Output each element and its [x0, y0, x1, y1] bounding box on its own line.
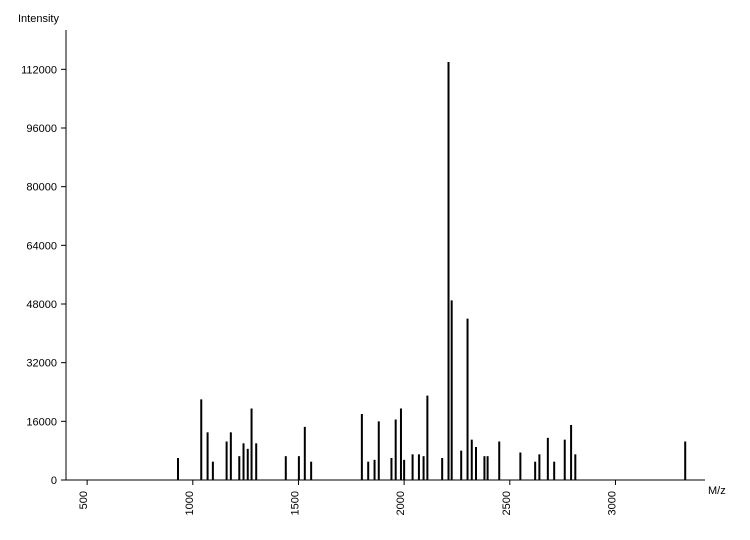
y-tick-label: 112000 — [21, 64, 57, 76]
x-tick-label: 1000 — [184, 491, 196, 515]
y-tick-label: 96000 — [26, 123, 57, 135]
x-tick-label: 3000 — [606, 491, 618, 515]
x-tick-label: 2500 — [501, 491, 513, 515]
x-tick-label: 2000 — [395, 491, 407, 515]
mass-spectrum-chart: 0 16000 32000 48000 64000 80000 96000 112000 500… — [0, 0, 750, 540]
chart-svg: 0 16000 32000 48000 64000 80000 96000 112000 500… — [0, 0, 750, 540]
y-tick-label: 48000 — [26, 299, 57, 311]
x-tick-label: 1500 — [289, 491, 301, 515]
y-tick-label: 16000 — [26, 416, 57, 428]
chart-background — [0, 0, 750, 540]
y-axis-label: Intensity — [18, 13, 59, 25]
y-tick-label: 80000 — [26, 182, 57, 194]
y-tick-label: 32000 — [26, 358, 57, 370]
y-tick-label: 64000 — [26, 240, 57, 252]
x-axis-label: M/z — [708, 485, 726, 497]
y-tick-label: 0 — [51, 475, 57, 487]
x-tick-label: 500 — [78, 491, 90, 509]
